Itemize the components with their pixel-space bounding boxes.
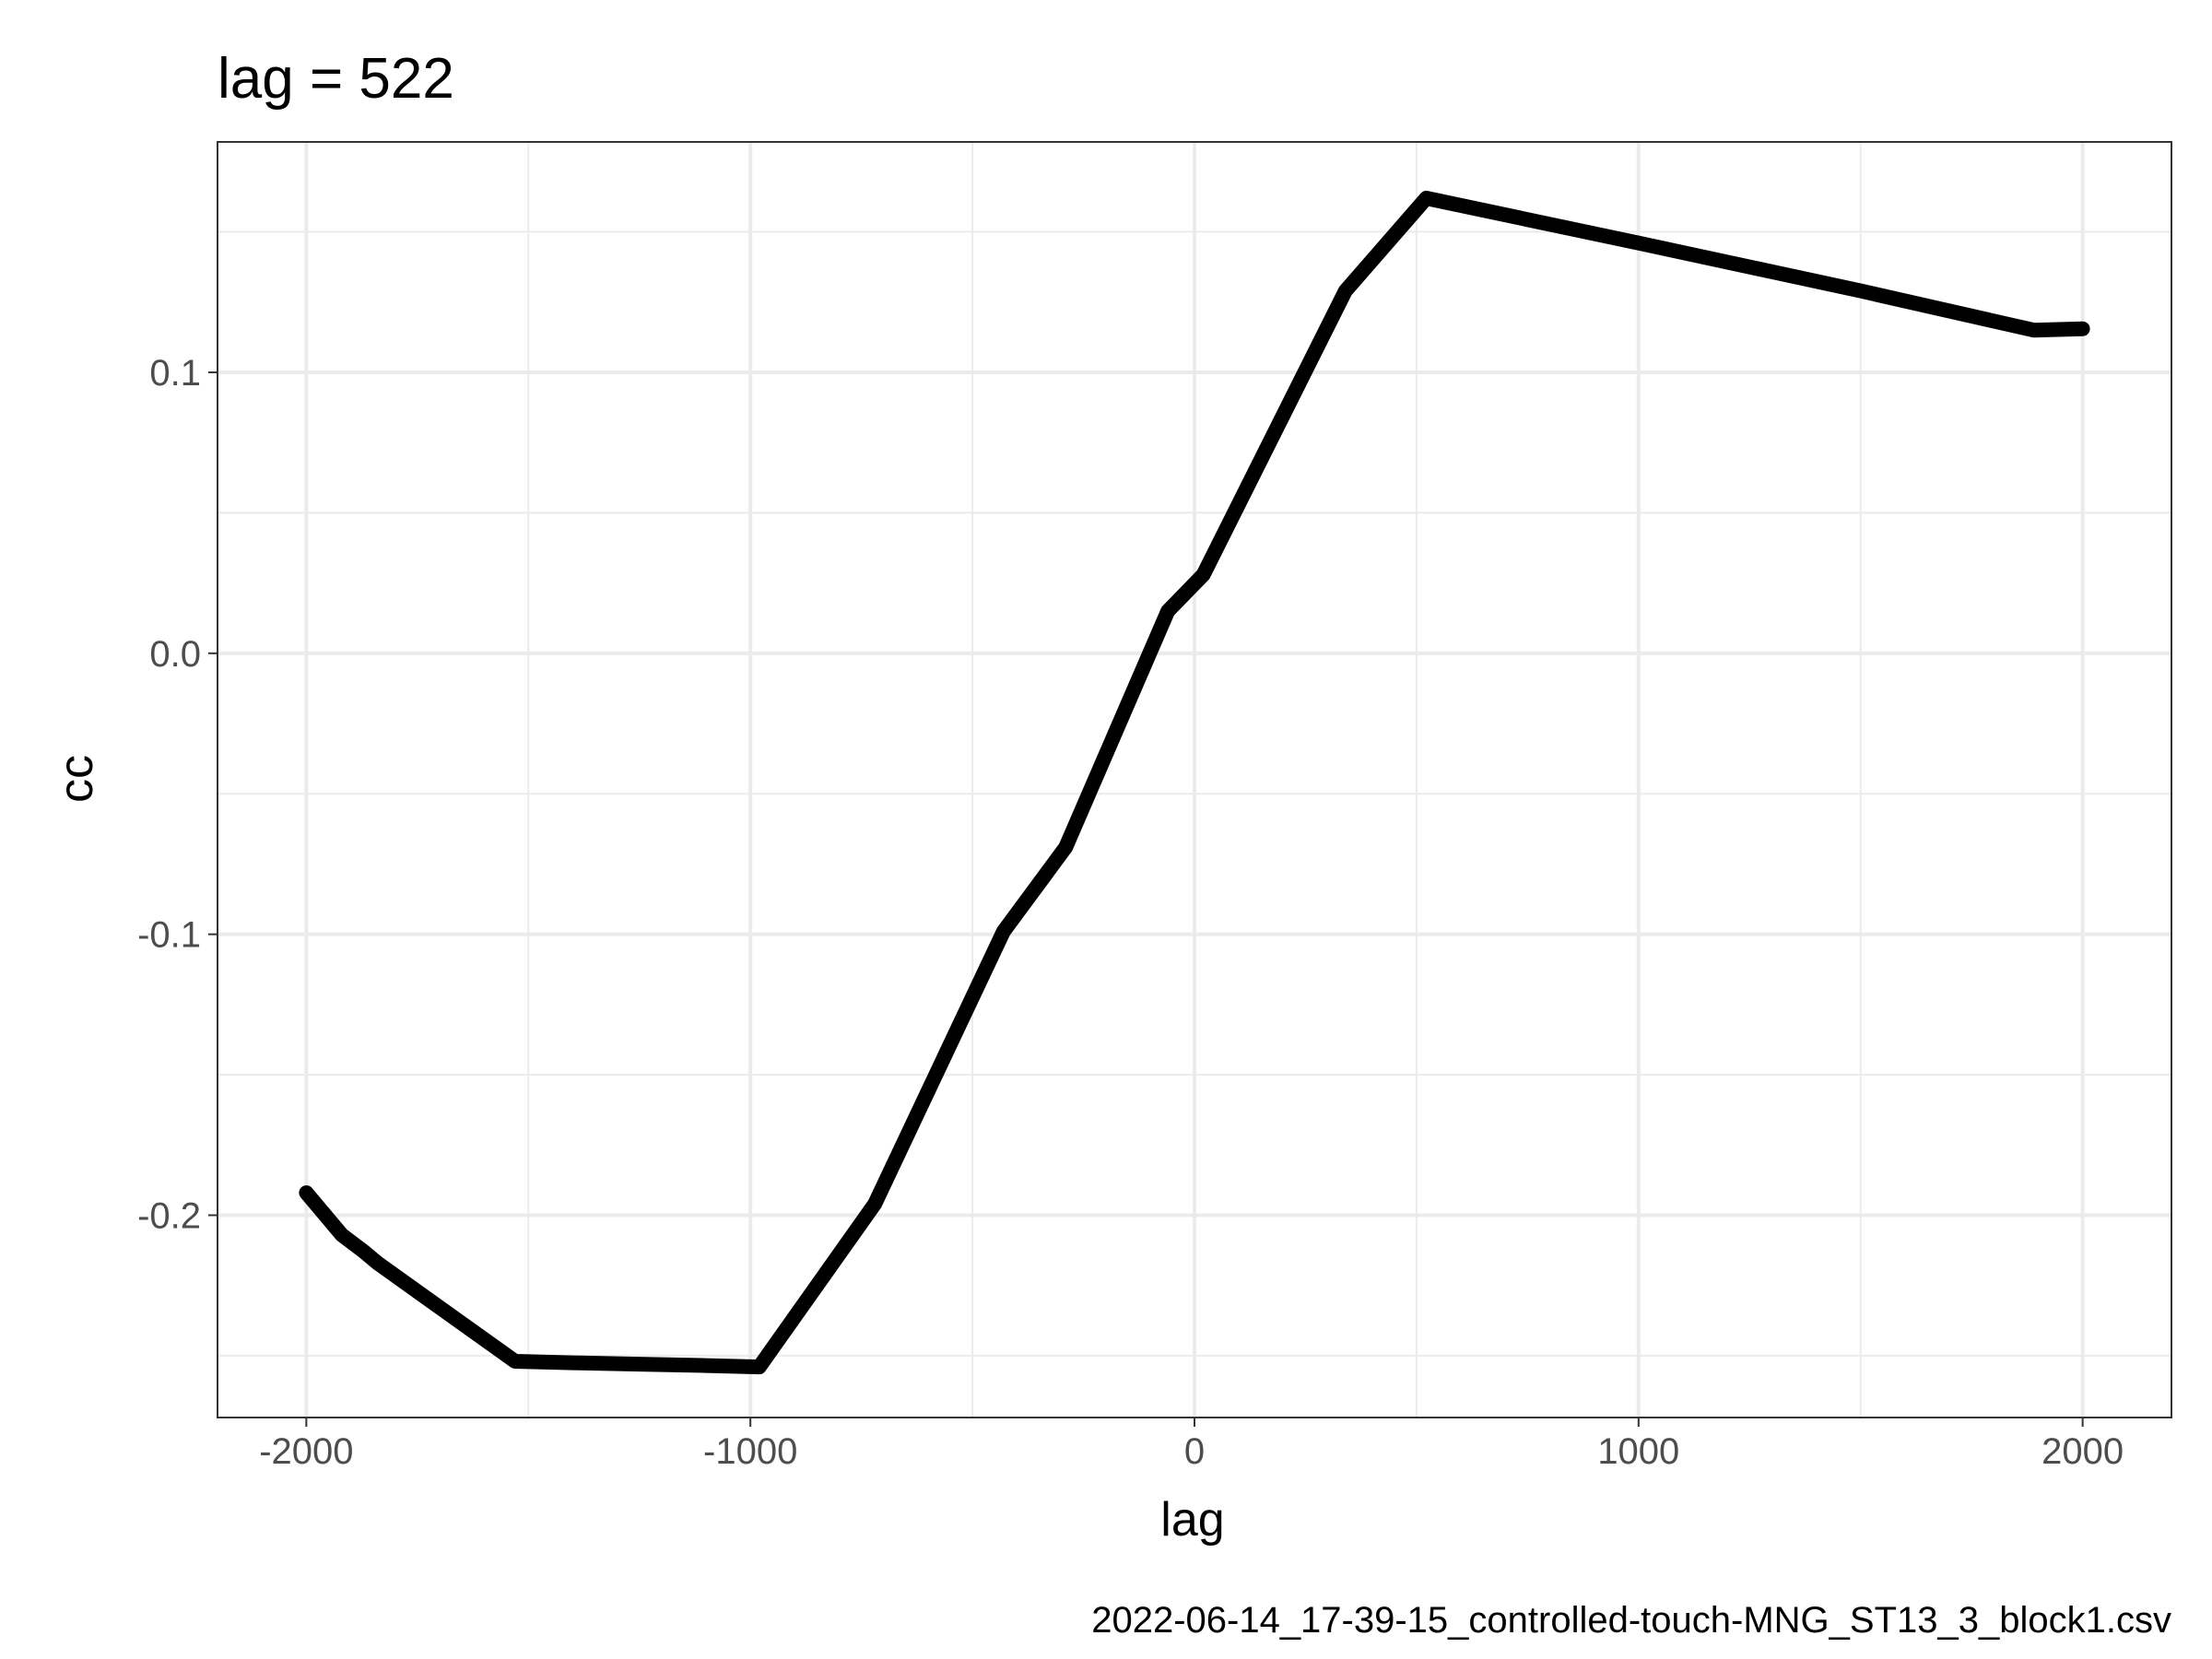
y-tick-label: 0.1 (149, 353, 201, 394)
y-axis-title: cc (50, 755, 103, 803)
x-tick-label: -1000 (703, 1431, 797, 1472)
chart-caption: 2022-06-14_17-39-15_controlled-touch-MNG… (1091, 1600, 2171, 1641)
x-tick-label: -2000 (259, 1431, 353, 1472)
x-tick-label: 1000 (1597, 1431, 1679, 1472)
x-axis-title: lag (1160, 1493, 1224, 1547)
chart-title: lag = 522 (218, 47, 454, 111)
y-tick-label: -0.1 (137, 915, 201, 956)
x-tick-label: 2000 (2041, 1431, 2124, 1472)
y-tick-label: 0.0 (149, 634, 201, 675)
y-tick-label: -0.2 (137, 1196, 201, 1237)
x-tick-label: 0 (1184, 1431, 1205, 1472)
plot-area: -2000 -1000 0 1000 2000 -0.2 -0.1 0.0 0.1 (137, 141, 2172, 1472)
series-line-0 (299, 191, 2090, 1375)
